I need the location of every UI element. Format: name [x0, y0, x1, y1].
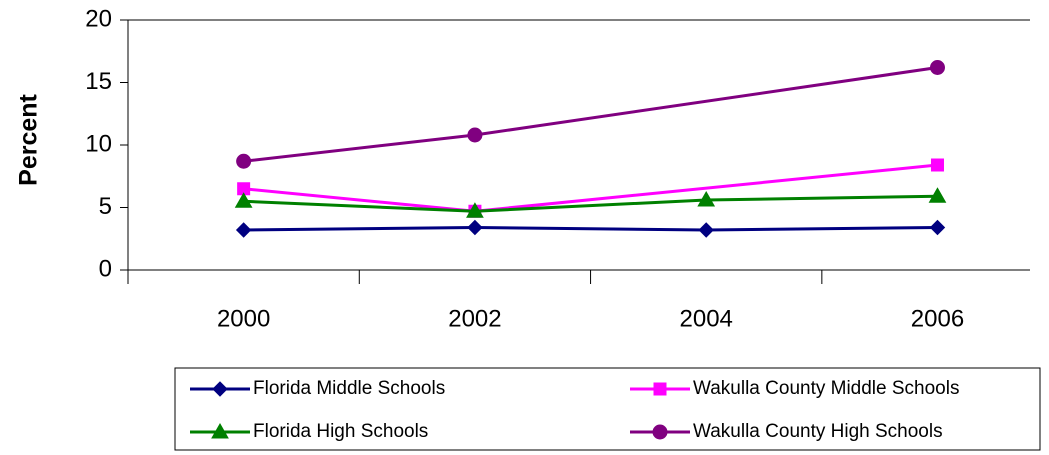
marker — [212, 381, 228, 397]
marker — [466, 202, 484, 218]
marker — [235, 222, 252, 238]
y-axis-label: Percent — [15, 93, 43, 185]
x-tick-label: 2000 — [217, 305, 270, 332]
y-tick-label: 15 — [85, 68, 112, 95]
series-line — [243, 194, 938, 213]
marker — [929, 219, 946, 236]
legend-label: Florida Middle Schools — [253, 378, 445, 399]
marker — [211, 422, 229, 439]
legend-label: Florida High Schools — [253, 421, 428, 442]
marker — [236, 153, 252, 169]
y-tick-label: 20 — [85, 5, 112, 32]
marker — [653, 382, 667, 396]
series-line — [243, 66, 938, 163]
marker — [930, 158, 944, 172]
marker — [234, 192, 253, 208]
y-tick-label: 10 — [85, 130, 112, 157]
marker — [652, 424, 668, 440]
x-tick-label: 2006 — [911, 305, 964, 332]
legend-label: Wakulla County Middle Schools — [693, 378, 959, 399]
x-tick-label: 2002 — [448, 305, 501, 332]
series-line — [243, 225, 938, 232]
legend-label: Wakulla County High Schools — [693, 421, 943, 442]
y-tick-label: 0 — [99, 255, 112, 282]
legend-box — [174, 367, 1041, 451]
marker — [929, 60, 945, 75]
marker — [698, 222, 714, 238]
x-tick-label: 2004 — [680, 305, 733, 332]
y-tick-label: 5 — [99, 193, 112, 220]
marker — [467, 219, 483, 236]
marker — [697, 190, 716, 207]
marker — [467, 127, 483, 143]
marker — [928, 187, 947, 203]
